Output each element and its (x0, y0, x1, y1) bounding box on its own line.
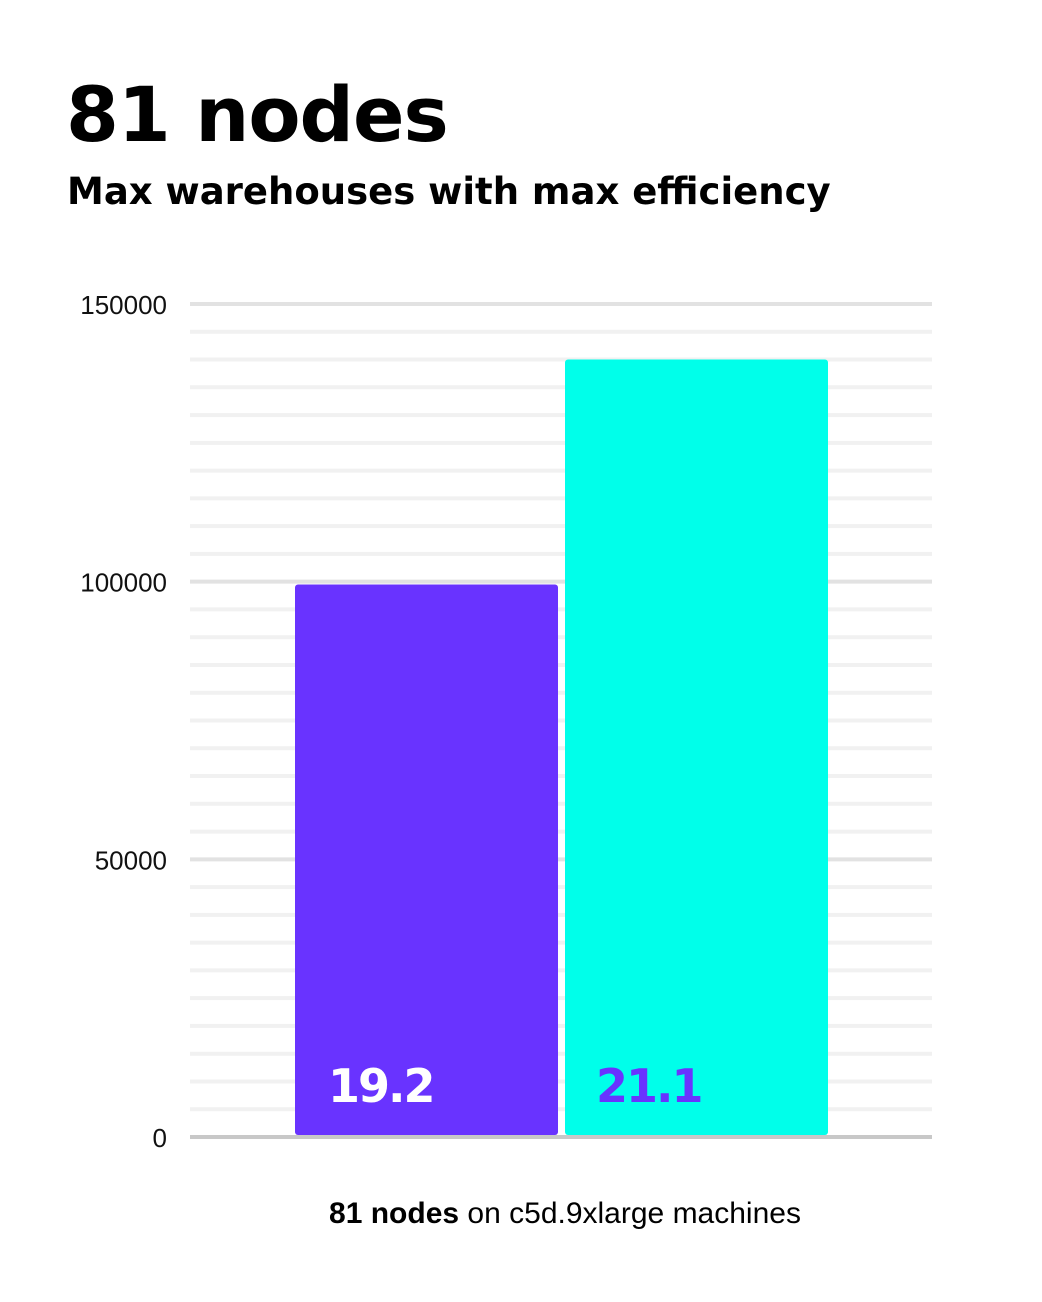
page-title: 81 nodes (66, 70, 449, 159)
caption-rest: on c5d.9xlarge machines (459, 1197, 801, 1230)
y-tick-label: 100000 (80, 568, 167, 598)
x-axis-caption: 81 nodes on c5d.9xlarge machines (0, 1197, 1042, 1231)
caption-bold: 81 nodes (329, 1197, 460, 1230)
y-tick-label: 150000 (80, 290, 167, 320)
bar (565, 359, 828, 1135)
bar-data-label: 21.1 (596, 1059, 702, 1113)
y-tick-label: 50000 (95, 845, 167, 875)
bar-data-label: 19.2 (328, 1059, 434, 1113)
bar (295, 584, 558, 1135)
chart-subtitle: Max warehouses with max efficiency (67, 170, 831, 213)
y-tick-label: 0 (153, 1123, 167, 1153)
